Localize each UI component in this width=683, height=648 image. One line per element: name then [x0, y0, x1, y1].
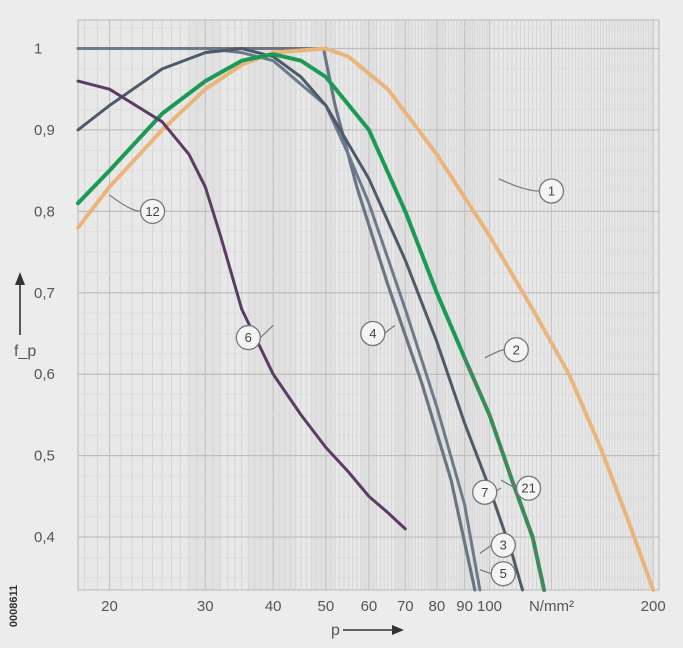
callout-label: 2	[513, 342, 520, 357]
callout-leader	[498, 178, 540, 192]
callout-label: 6	[245, 330, 252, 345]
callout-label: 3	[500, 538, 507, 553]
x-tick-label: 100	[477, 598, 502, 615]
series-1-line	[76, 46, 656, 592]
callout-circle	[538, 178, 565, 204]
callout-circle	[360, 320, 386, 347]
x-tick-label: 90	[456, 598, 473, 615]
y-tick-label: 0,6	[34, 366, 55, 383]
callout-circle	[490, 532, 516, 558]
callout-circle	[515, 475, 542, 501]
y-axis-label: f_p	[14, 343, 36, 360]
plot-frame	[77, 19, 660, 591]
y-tick-label: 0,9	[34, 122, 55, 139]
y-tick-label: 0,4	[34, 529, 55, 546]
callout-label: 21	[521, 481, 535, 496]
x-tick-label: 200	[641, 598, 666, 615]
figure-id: 0008611	[8, 584, 20, 628]
x-tick-label: N/mm²	[529, 598, 574, 615]
x-tick-label: 60	[361, 598, 378, 615]
grid-band	[459, 20, 475, 590]
series-7-line	[76, 47, 524, 592]
x-tick-label: 30	[197, 598, 214, 615]
x-axis-label: p	[331, 622, 340, 639]
callout-label: 12	[145, 204, 159, 219]
series-layer	[76, 46, 656, 592]
x-tick-label: 50	[318, 598, 335, 615]
tick-labels: 0,4 0,5 0,6 0,7 0,8 0,9 1 20 30 40 50 60 70 80 90 100 N/…	[34, 41, 666, 616]
y-tick-label: 1	[34, 41, 42, 58]
callout-circle	[139, 198, 166, 225]
x-tick-label: 40	[265, 598, 282, 615]
series-21-line	[463, 356, 546, 592]
series-4-line	[322, 47, 477, 592]
callout-circle	[472, 479, 498, 505]
callout-circle	[235, 324, 261, 351]
x-tick-label: 70	[397, 598, 414, 615]
y-tick-label: 0,7	[34, 285, 55, 302]
grid-band	[248, 20, 296, 590]
x-tick-label: 80	[428, 598, 445, 615]
callout-circle	[490, 561, 516, 587]
callout-label: 7	[481, 485, 488, 500]
callout-leader	[109, 194, 141, 212]
y-axis-arrowhead	[15, 272, 25, 285]
grid-band	[311, 20, 336, 590]
y-tick-label: 0,5	[34, 448, 55, 465]
x-tick-label: 20	[101, 598, 118, 615]
callout-label: 1	[548, 184, 555, 199]
callout-circle	[503, 337, 529, 363]
series-3-line	[76, 47, 482, 592]
y-tick-label: 0,8	[34, 203, 55, 220]
callout-label: 4	[369, 326, 376, 341]
callout-leader	[484, 349, 505, 359]
callout-label: 5	[500, 566, 507, 581]
x-axis-arrowhead	[392, 625, 404, 635]
